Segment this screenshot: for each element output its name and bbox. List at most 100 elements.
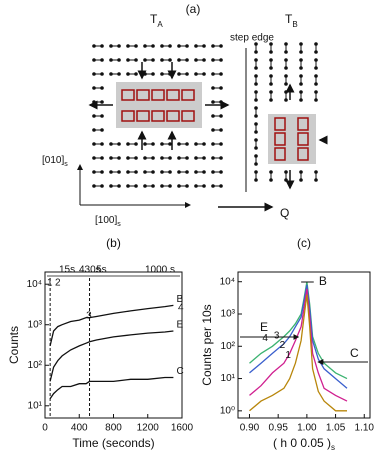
x-axis-label-sub: s — [331, 443, 335, 452]
atom — [126, 156, 130, 160]
atom — [134, 142, 138, 146]
panel-label: (b) — [106, 236, 121, 250]
atom — [194, 184, 198, 188]
atom — [299, 74, 303, 78]
hexagon — [297, 117, 309, 131]
atom — [92, 114, 96, 118]
atom — [254, 154, 258, 158]
atom — [284, 50, 288, 54]
y-tick-label: 10¹ — [28, 400, 43, 411]
atom — [109, 156, 113, 160]
x-axis-label: Time (seconds) — [72, 436, 154, 450]
atom — [185, 170, 189, 174]
y-tick-label: 10² — [28, 360, 43, 371]
atom — [194, 72, 198, 76]
atom — [160, 170, 164, 174]
atom — [254, 130, 258, 134]
atom — [269, 98, 273, 102]
atom — [177, 184, 181, 188]
atom — [314, 170, 318, 174]
atom — [284, 82, 288, 86]
atom — [151, 44, 155, 48]
atom — [168, 184, 172, 188]
atom — [109, 44, 113, 48]
atom — [100, 128, 104, 132]
atom — [185, 44, 189, 48]
atom — [219, 184, 223, 188]
atom — [100, 156, 104, 160]
plot-frame — [44, 271, 183, 419]
atom — [299, 82, 303, 86]
atom — [314, 178, 318, 182]
x-tick-label: 1.05 — [326, 423, 346, 434]
atom — [284, 98, 288, 102]
atom — [177, 156, 181, 160]
annotation: 1000 s — [145, 265, 175, 276]
y-axis-label: Counts per 10s — [200, 304, 214, 385]
atom — [254, 178, 258, 182]
atom — [211, 44, 215, 48]
atom — [92, 142, 96, 146]
panel-label: (c) — [297, 236, 311, 250]
atom — [117, 44, 121, 48]
atom — [194, 156, 198, 160]
atom — [100, 170, 104, 174]
hexagon — [297, 147, 309, 161]
hexagon — [166, 89, 180, 101]
atom — [299, 58, 303, 62]
hexagon — [274, 132, 286, 146]
atom — [211, 170, 215, 174]
annotation: 15s — [59, 265, 75, 276]
hexagon — [151, 89, 165, 101]
y-tick-label: 10⁴ — [220, 276, 235, 287]
atom — [211, 184, 215, 188]
annotation: 2 — [55, 278, 61, 289]
atom — [92, 58, 96, 62]
atom — [177, 72, 181, 76]
atom — [134, 72, 138, 76]
atom — [168, 44, 172, 48]
atom — [151, 142, 155, 146]
atom — [269, 74, 273, 78]
atom — [219, 156, 223, 160]
atom — [269, 50, 273, 54]
atom — [202, 72, 206, 76]
atom — [284, 90, 288, 94]
atom — [160, 72, 164, 76]
annotation: E — [260, 320, 268, 334]
atom — [134, 184, 138, 188]
atom — [177, 170, 181, 174]
atom — [269, 178, 273, 182]
series-label: E — [176, 320, 183, 331]
atom — [185, 58, 189, 62]
atom — [211, 114, 215, 118]
atom — [254, 98, 258, 102]
atom — [100, 44, 104, 48]
y-tick-label: 10³ — [221, 309, 236, 320]
atom — [168, 156, 172, 160]
atom — [219, 114, 223, 118]
annotation: 3 — [86, 311, 92, 322]
atom — [299, 50, 303, 54]
atom — [211, 72, 215, 76]
atom — [219, 142, 223, 146]
atom — [314, 50, 318, 54]
atom — [194, 142, 198, 146]
atom — [143, 72, 147, 76]
hexagon — [136, 110, 150, 122]
atom — [117, 184, 121, 188]
series-label: C — [176, 366, 183, 377]
atom — [202, 44, 206, 48]
atom — [254, 122, 258, 126]
y-tick-label: 10⁰ — [220, 405, 235, 416]
atom — [254, 162, 258, 166]
atom — [254, 138, 258, 142]
series-label: 3 — [274, 330, 280, 341]
atom — [254, 106, 258, 110]
atom — [299, 66, 303, 70]
hexagon — [151, 110, 165, 122]
atom — [109, 58, 113, 62]
atom — [202, 184, 206, 188]
atom — [177, 44, 181, 48]
series-line — [249, 288, 348, 402]
